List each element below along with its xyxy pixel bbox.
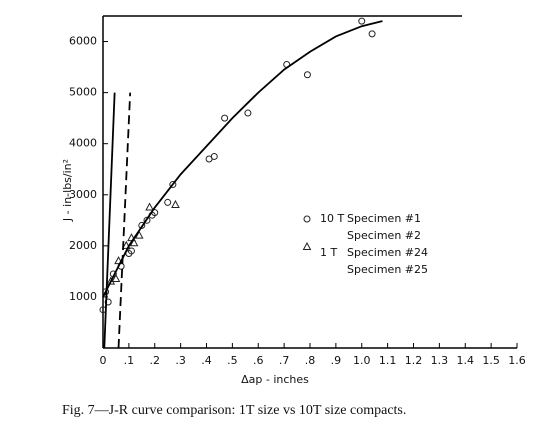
legend-size: 1 T — [320, 246, 337, 259]
y-tick-label: 3000 — [69, 188, 97, 201]
x-tick-label: 1.0 — [353, 354, 371, 367]
y-tick-label: 5000 — [69, 86, 97, 99]
curve — [117, 92, 132, 349]
data-point — [129, 238, 139, 247]
data-point — [111, 273, 121, 283]
y-axis-label: J - in-lbs/in² — [61, 159, 74, 222]
data-point — [164, 198, 172, 206]
legend-label: Specimen #24 — [347, 246, 428, 259]
x-tick-label: .9 — [331, 354, 342, 367]
data-point — [169, 181, 177, 189]
x-tick-label: .7 — [279, 354, 290, 367]
caption: Fig. 7—J-R curve comparison: 1T size vs … — [62, 403, 406, 418]
data-point — [121, 240, 131, 249]
x-tick-label: 1.1 — [379, 354, 397, 367]
data-point — [244, 109, 252, 117]
data-point — [114, 256, 123, 265]
data-point — [145, 202, 154, 211]
x-tick-label: .5 — [227, 354, 238, 367]
x-tick-label: .3 — [175, 354, 186, 367]
curve — [102, 20, 383, 298]
y-tick-label: 6000 — [69, 35, 97, 48]
x-tick-label: .1 — [124, 354, 135, 367]
x-tick-label: 1.2 — [405, 354, 423, 367]
x-tick-label: .8 — [305, 354, 316, 367]
legend-marker — [303, 215, 311, 223]
x-tick-label: 1.5 — [482, 354, 500, 367]
legend-size: 10 T — [320, 212, 344, 225]
x-tick-label: .6 — [253, 354, 264, 367]
legend-marker — [302, 241, 312, 250]
x-tick-label: 1.3 — [431, 354, 449, 367]
x-tick-label: .4 — [201, 354, 212, 367]
data-point — [303, 71, 311, 79]
x-tick-label: 0 — [100, 354, 107, 367]
data-point — [210, 152, 218, 160]
data-point — [221, 114, 229, 122]
data-point — [368, 30, 376, 38]
data-point — [143, 216, 151, 224]
x-tick-label: 1.6 — [508, 354, 526, 367]
data-point — [171, 199, 180, 208]
legend-label: Specimen #1 — [347, 212, 421, 225]
y-tick-label: 1000 — [69, 290, 97, 303]
legend-label: Specimen #2 — [347, 229, 421, 242]
y-tick-label: 4000 — [69, 137, 97, 150]
data-point — [104, 298, 112, 306]
x-tick-label: .2 — [150, 354, 161, 367]
data-point — [138, 221, 146, 229]
x-tick-label: 1.4 — [457, 354, 475, 367]
x-axis-label: Δap - inches — [241, 373, 309, 386]
y-tick-label: 2000 — [69, 239, 97, 252]
data-point — [134, 230, 144, 239]
data-point — [358, 17, 366, 25]
legend-label: Specimen #25 — [347, 263, 428, 276]
curve — [103, 92, 116, 349]
